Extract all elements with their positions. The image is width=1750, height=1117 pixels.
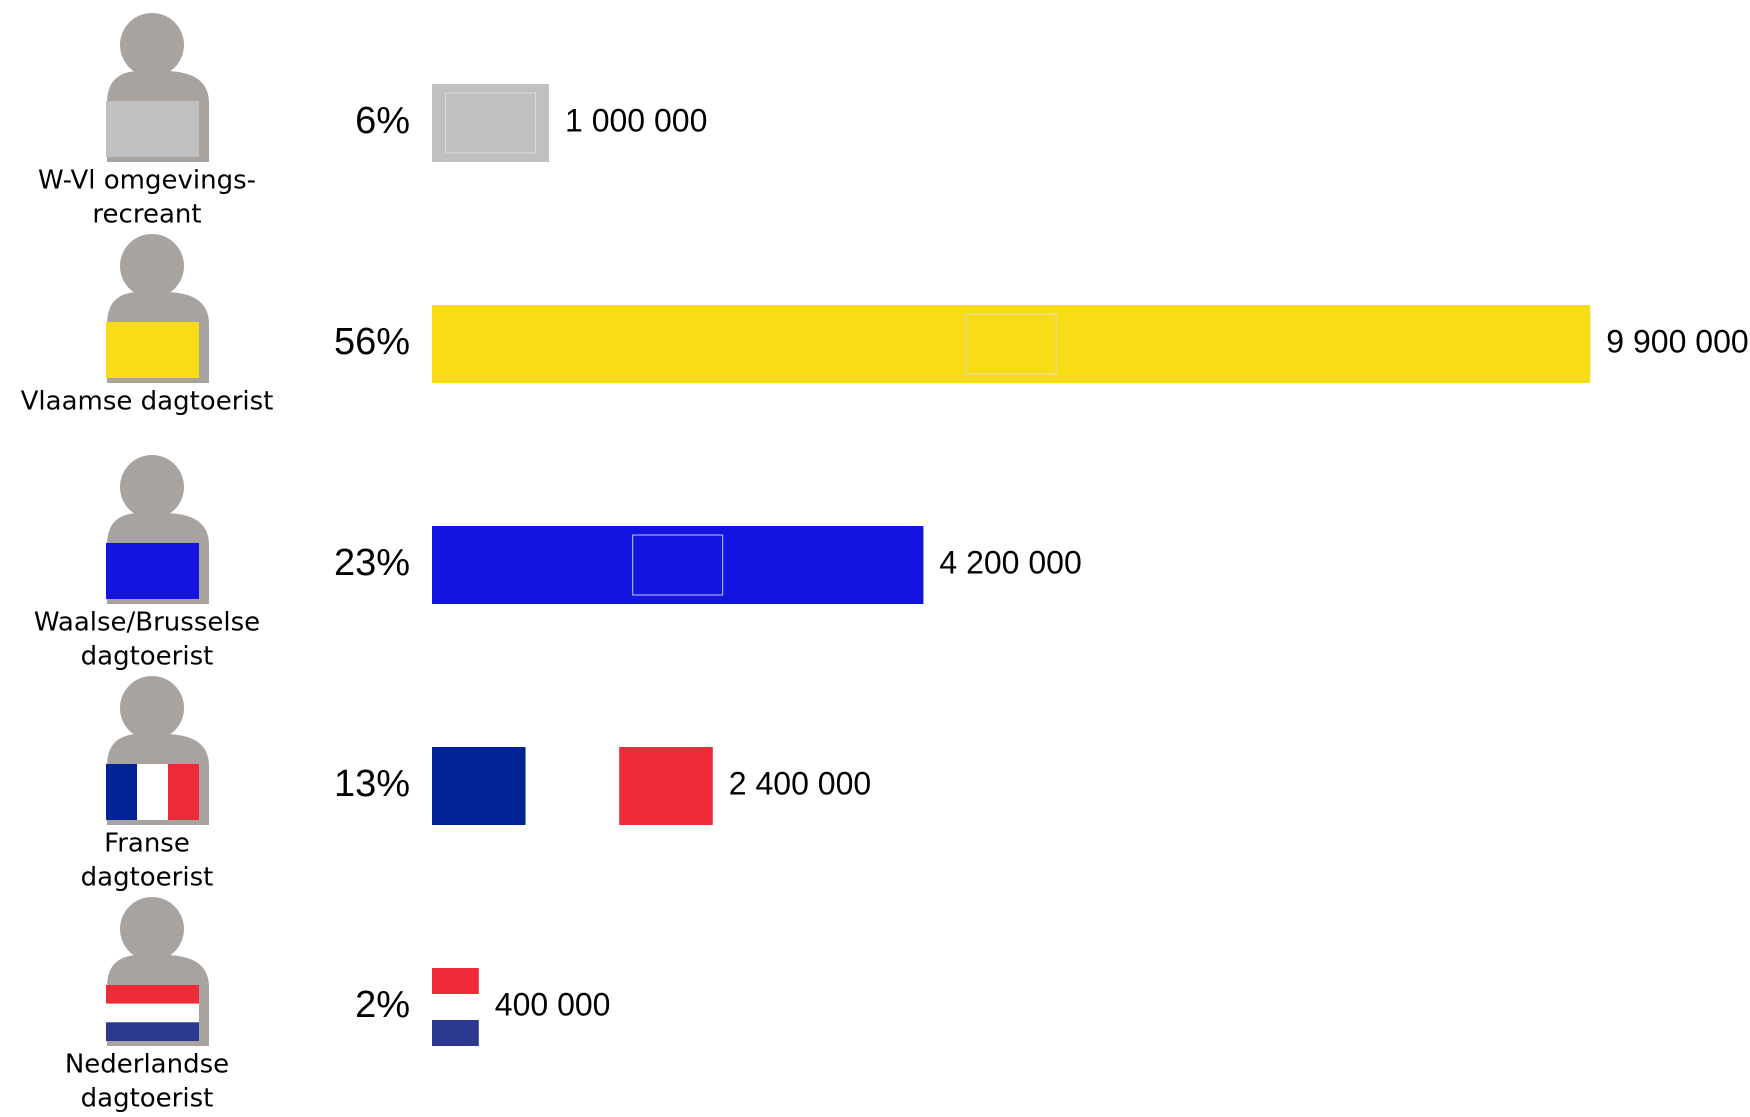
bar-segment — [432, 968, 479, 994]
percentage-label: 23% — [334, 542, 410, 584]
person-icon — [106, 676, 209, 825]
person-flag — [106, 543, 199, 599]
value-label: 2 400 000 — [729, 765, 871, 801]
person-flag — [106, 1022, 199, 1041]
person-flag — [106, 1003, 199, 1023]
person-flag — [106, 985, 199, 1004]
percentage-label: 13% — [334, 763, 410, 805]
bar — [432, 305, 1591, 383]
person-icon — [106, 234, 209, 383]
percentage-label: 2% — [355, 984, 410, 1026]
bar-emblem — [632, 534, 724, 596]
value-label: 400 000 — [495, 986, 611, 1022]
bar-emblem — [965, 313, 1057, 375]
category-label: dagtoerist — [81, 1084, 214, 1114]
value-label: 1 000 000 — [565, 102, 707, 138]
category-label: Vlaamse dagtoerist — [21, 387, 274, 417]
bar — [432, 968, 479, 1046]
percentage-label: 6% — [355, 100, 410, 142]
bar-segment — [432, 747, 526, 825]
category-label: Franse — [104, 829, 190, 859]
bar-segment — [432, 1020, 479, 1046]
bar-segment — [525, 747, 620, 825]
category-label: dagtoerist — [81, 863, 214, 893]
category-label: Waalse/Brusselse — [34, 608, 260, 638]
value-label: 4 200 000 — [939, 544, 1081, 580]
person-head — [120, 455, 184, 519]
person-head — [120, 13, 184, 77]
percentage-label: 56% — [334, 321, 410, 363]
bar — [432, 84, 549, 162]
person-head — [120, 676, 184, 740]
person-icon — [106, 455, 209, 604]
person-flag — [106, 764, 137, 820]
bar — [432, 747, 713, 825]
value-label: 9 900 000 — [1606, 323, 1748, 359]
person-head — [120, 897, 184, 961]
category-label: recreant — [92, 200, 201, 230]
person-flag — [106, 322, 199, 378]
person-icon — [106, 13, 209, 162]
category-label: W-Vl omgevings- — [38, 166, 256, 196]
person-flag — [137, 764, 168, 820]
bar-segment — [432, 994, 479, 1020]
bar-emblem — [445, 92, 536, 154]
person-icon — [106, 897, 209, 1046]
person-head — [120, 234, 184, 298]
bar-segment — [619, 747, 713, 825]
category-label: dagtoerist — [81, 642, 214, 672]
person-flag — [168, 764, 199, 820]
person-flag — [106, 101, 199, 157]
bar — [432, 526, 924, 604]
category-label: Nederlandse — [65, 1050, 229, 1080]
